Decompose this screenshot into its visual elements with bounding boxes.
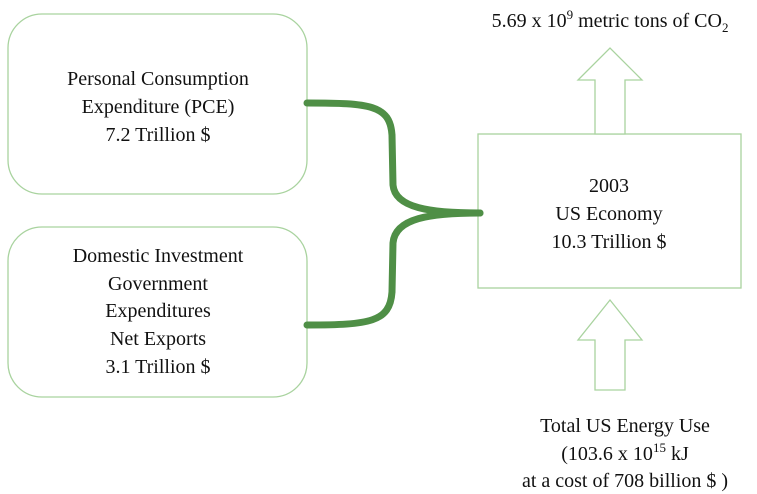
box-line: Expenditure (PCE) [82,96,235,118]
box-line: Government [108,273,208,295]
input-arrow [576,298,644,391]
center-line: US Economy [555,203,662,225]
text-part: 5.69 x 10 [492,10,567,32]
energy-line: (103.6 x 1015 kJ [561,440,689,465]
energy-line: at a cost of 708 billion $ ) [522,470,728,492]
text-part: metric tons of CO [573,10,722,32]
box-line: Domestic Investment [73,245,244,267]
energy-line: Total US Energy Use [540,415,710,437]
brace-upper [303,99,484,217]
text-part: (103.6 x 10 [561,443,653,465]
output-arrow [576,47,644,135]
superscript: 9 [567,7,574,22]
center-line: 2003 [589,175,629,197]
brace-lower [303,209,484,329]
other-box [7,226,308,398]
box-line: Personal Consumption [67,68,249,90]
box-line: Net Exports [110,328,206,350]
box-line: 7.2 Trillion $ [105,124,210,146]
subscript: 2 [722,20,729,35]
box-line: 3.1 Trillion $ [105,356,210,378]
economy-box [477,133,742,289]
co2-label: 5.69 x 109 metric tons of CO2 [492,7,729,35]
text-part: kJ [666,443,689,465]
superscript: 15 [653,440,666,455]
center-line: 10.3 Trillion $ [551,231,666,253]
box-line: Expenditures [105,300,211,322]
